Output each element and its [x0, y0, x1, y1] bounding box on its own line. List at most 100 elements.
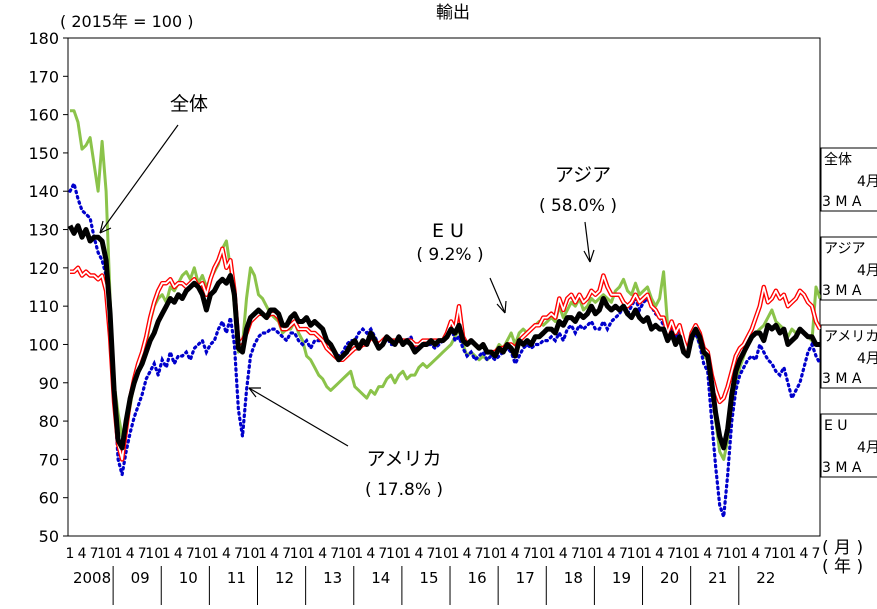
month-tick-label: 7 — [186, 546, 195, 562]
month-tick-label: 1 — [162, 546, 171, 562]
month-tick-label: 4 — [270, 546, 279, 562]
month-tick-label: 1 — [787, 546, 796, 562]
annotation-asia-name: アジア — [555, 164, 611, 186]
y-tick-label: 150 — [28, 144, 59, 163]
month-tick-label: 7 — [523, 546, 532, 562]
month-tick-label: 7 — [234, 546, 243, 562]
year-label: 14 — [371, 569, 390, 587]
month-tick-label: 7 — [90, 546, 99, 562]
month-tick-label: 7 — [619, 546, 628, 562]
year-label: 09 — [131, 569, 150, 587]
annotation-asia-share: ( 58.0% ) — [539, 196, 617, 216]
month-tick-label: 7 — [330, 546, 339, 562]
year-axis-label: ( 年 ) — [822, 557, 863, 577]
month-tick-label: 7 — [138, 546, 147, 562]
month-tick-label: 7 — [571, 546, 580, 562]
annotation-asia-arrowhead — [583, 249, 595, 263]
month-tick-label: 4 — [703, 546, 712, 562]
month-tick-label: 4 — [655, 546, 664, 562]
month-tick-label: 1 — [66, 546, 75, 562]
year-label: 22 — [756, 569, 775, 587]
side-box-3ma: 3 M A — [822, 283, 862, 299]
annotation-america-arrowhead — [248, 387, 261, 398]
side-box-month: 4月 — [857, 440, 877, 456]
month-tick-label: 1 — [547, 546, 556, 562]
month-tick-label: 1 — [210, 546, 219, 562]
year-label: 20 — [660, 569, 679, 587]
y-tick-label: 140 — [28, 182, 59, 201]
month-tick-label: 10 — [723, 546, 741, 562]
month-tick-label: 10 — [434, 546, 452, 562]
year-label: 15 — [419, 569, 438, 587]
y-tick-label: 70 — [39, 450, 59, 469]
month-tick-label: 1 — [306, 546, 315, 562]
month-tick-label: 7 — [378, 546, 387, 562]
year-label: 19 — [612, 569, 631, 587]
month-tick-label: 4 — [463, 546, 472, 562]
side-box — [820, 324, 877, 389]
annotation-eu-share: ( 9.2% ) — [416, 245, 483, 265]
year-label: 17 — [516, 569, 535, 587]
month-tick-label: 4 — [318, 546, 327, 562]
month-tick-label: 7 — [763, 546, 772, 562]
side-box-3ma: 3 M A — [822, 371, 862, 387]
year-label: 21 — [708, 569, 727, 587]
month-tick-label: 10 — [771, 546, 789, 562]
side-box-month: 4月 — [857, 263, 877, 279]
month-axis-label: ( 月 ) — [822, 538, 863, 558]
y-axis: 50 60 70 80 90 100 110 120 130 140 150 160 170 180 — [28, 29, 68, 546]
y-tick-label: 120 — [28, 259, 59, 278]
month-tick-label: 4 — [78, 546, 87, 562]
y-tick-label: 180 — [28, 29, 59, 48]
annotation-asia-arrow — [584, 221, 591, 263]
year-label: 12 — [275, 569, 294, 587]
y-tick-label: 100 — [28, 335, 59, 354]
month-tick-label: 10 — [386, 546, 404, 562]
month-tick-label: 7 — [715, 546, 724, 562]
month-tick-label: 10 — [193, 546, 211, 562]
month-tick-label: 1 — [499, 546, 508, 562]
annotation-america-arrow — [248, 387, 349, 447]
month-tick-label: 1 — [451, 546, 460, 562]
series-layer — [67, 109, 822, 518]
side-box-3ma: 3 M A — [822, 194, 862, 210]
month-tick-label: 4 — [511, 546, 520, 562]
side-box — [820, 413, 877, 478]
side-box-title: E U — [824, 418, 848, 434]
month-tick-label: 1 — [402, 546, 411, 562]
month-tick-label: 4 — [607, 546, 616, 562]
chart-title: 輸出 — [436, 3, 470, 23]
y-tick-label: 170 — [28, 67, 59, 86]
unit-label: ( 2015年 = 100 ) — [60, 12, 194, 31]
month-tick-label: 10 — [530, 546, 548, 562]
side-box-group: 全体 4月 3 M A アジア 4月 3 M A アメリカ 4月 3 M A E U 4月 3 M A — [820, 147, 877, 478]
month-tick-label: 1 — [739, 546, 748, 562]
month-tick-label: 1 — [691, 546, 700, 562]
plot-frame — [67, 37, 821, 537]
year-label: 10 — [179, 569, 198, 587]
month-tick-label: 4 — [799, 546, 808, 562]
month-tick-label: 10 — [242, 546, 260, 562]
annotation-america-share: ( 17.8% ) — [365, 480, 443, 500]
month-tick-label: 1 — [643, 546, 652, 562]
annotation-total-arrow — [99, 124, 179, 234]
y-tick-label: 110 — [28, 297, 59, 316]
side-box-title: アジア — [824, 241, 865, 257]
month-tick-label: 1 — [114, 546, 123, 562]
side-box-title: アメリカ — [824, 329, 877, 345]
y-tick-label: 90 — [39, 374, 59, 393]
y-tick-label: 130 — [28, 221, 59, 240]
month-tick-label: 10 — [675, 546, 693, 562]
year-label: 2008 — [73, 569, 111, 587]
month-tick-label: 10 — [578, 546, 596, 562]
month-tick-label: 4 — [126, 546, 135, 562]
annotation-total: 全体 — [170, 93, 208, 115]
side-box-title: 全体 — [824, 151, 852, 168]
year-label: 18 — [564, 569, 583, 587]
month-tick-label: 4 — [174, 546, 183, 562]
month-tick-label: 10 — [97, 546, 115, 562]
side-box — [820, 147, 877, 212]
